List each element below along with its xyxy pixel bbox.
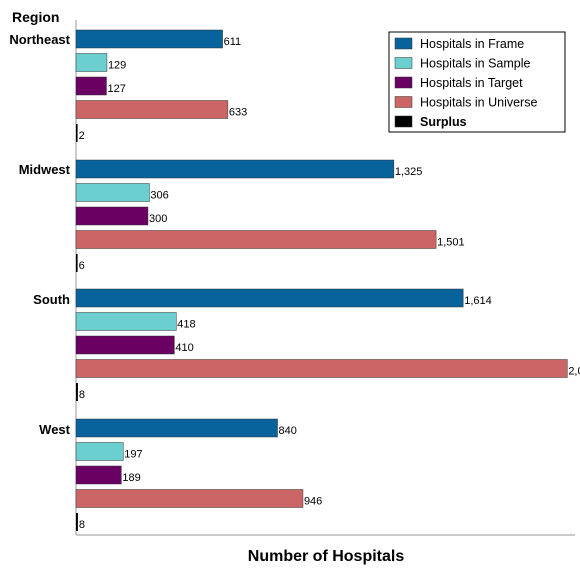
bar-west-hospitals-in-target — [75, 465, 122, 485]
legend-box — [388, 31, 566, 133]
bar-northeast-hospitals-in-universe — [75, 100, 229, 119]
data-label-west-hospitals-in-universe: 946 — [304, 496, 322, 508]
region-label-west: West — [39, 422, 70, 437]
bar-midwest-hospitals-in-sample — [75, 183, 150, 202]
bar-midwest-hospitals-in-frame — [75, 159, 395, 179]
region-label-northeast: Northeast — [9, 32, 70, 47]
x-axis-title: Number of Hospitals — [248, 548, 405, 565]
data-label-west-surplus: 8 — [79, 519, 85, 531]
bar-northeast-hospitals-in-target — [75, 76, 107, 96]
data-label-northeast-hospitals-in-target: 127 — [107, 83, 125, 95]
data-label-south-hospitals-in-target: 410 — [175, 342, 193, 354]
bar-west-surplus — [76, 513, 78, 531]
legend-swatch-hospitals-in-sample — [394, 57, 413, 69]
region-label-midwest: Midwest — [19, 162, 71, 177]
data-label-west-hospitals-in-sample: 197 — [124, 449, 142, 461]
bar-northeast-surplus — [76, 124, 78, 142]
bar-south-hospitals-in-target — [75, 335, 175, 355]
bar-northeast-hospitals-in-sample — [75, 53, 108, 72]
legend-label-surplus: Surplus — [420, 115, 467, 129]
data-label-south-surplus: 8 — [79, 389, 85, 401]
data-label-midwest-hospitals-in-target: 300 — [149, 213, 167, 225]
data-label-south-hospitals-in-frame: 1,614 — [464, 295, 492, 307]
legend-swatch-surplus — [394, 115, 413, 128]
bar-midwest-surplus — [76, 254, 78, 272]
region-label-south: South — [33, 292, 70, 307]
data-label-northeast-hospitals-in-universe: 633 — [229, 107, 247, 119]
legend-label-hospitals-in-sample: Hospitals in Sample — [420, 57, 531, 71]
bar-west-hospitals-in-universe — [75, 489, 304, 508]
data-label-northeast-hospitals-in-frame: 611 — [224, 36, 242, 48]
legend-swatch-hospitals-in-universe — [394, 96, 413, 108]
legend: Hospitals in Frame Hospitals in Sample Hos… — [388, 31, 566, 133]
bar-west-hospitals-in-sample — [75, 442, 124, 461]
plot-area: Northeast 611 129 127 633 2 Midwest 1,325 306 300… — [9, 20, 580, 536]
data-label-midwest-hospitals-in-frame: 1,325 — [395, 166, 423, 178]
bar-west-hospitals-in-frame — [75, 418, 278, 438]
data-label-south-hospitals-in-universe: 2,048 — [568, 366, 580, 378]
y-axis-title: Region — [12, 9, 59, 25]
bar-midwest-hospitals-in-target — [75, 206, 149, 226]
data-label-northeast-hospitals-in-sample: 129 — [108, 60, 126, 72]
bar-south-hospitals-in-frame — [75, 288, 464, 308]
bar-midwest-hospitals-in-universe — [75, 230, 437, 249]
bar-south-hospitals-in-universe — [75, 359, 568, 378]
data-label-midwest-hospitals-in-sample: 306 — [150, 190, 168, 202]
bar-south-surplus — [76, 383, 78, 401]
data-label-south-hospitals-in-sample: 418 — [177, 319, 195, 331]
data-label-northeast-surplus: 2 — [79, 130, 85, 142]
data-label-west-hospitals-in-target: 189 — [122, 472, 140, 484]
legend-label-hospitals-in-target: Hospitals in Target — [420, 76, 523, 90]
legend-label-hospitals-in-frame: Hospitals in Frame — [420, 37, 524, 51]
bar-south-hospitals-in-sample — [75, 312, 177, 331]
legend-label-hospitals-in-universe: Hospitals in Universe — [420, 96, 537, 110]
data-label-west-hospitals-in-frame: 840 — [279, 425, 297, 437]
data-label-midwest-surplus: 6 — [79, 260, 85, 272]
bar-northeast-hospitals-in-frame — [75, 29, 223, 49]
legend-swatch-hospitals-in-target — [394, 76, 413, 89]
legend-swatch-hospitals-in-frame — [394, 37, 413, 50]
data-label-midwest-hospitals-in-universe: 1,501 — [437, 237, 465, 249]
